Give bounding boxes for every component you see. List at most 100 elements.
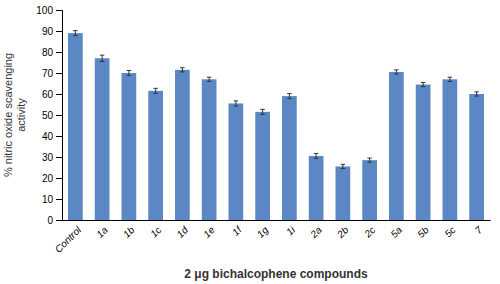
error-cap — [234, 100, 238, 101]
tick: 40 — [42, 131, 62, 142]
tick-label: 20 — [42, 173, 54, 184]
error-bar — [180, 68, 184, 72]
tick: Control — [53, 224, 84, 255]
error-bar — [314, 153, 318, 158]
error-cap — [421, 86, 425, 87]
tick-mark — [56, 136, 62, 137]
error-bar — [207, 77, 211, 81]
error-cap — [207, 77, 211, 78]
tick: 2a — [308, 224, 325, 241]
plot: 0 10 20 30 40 50 60 70 80 90 100 Control 1a 1b 1c 1d 1e 1… — [36, 5, 490, 255]
bar — [148, 91, 163, 220]
tick-label: 2b — [334, 224, 351, 241]
tick: 50 — [42, 110, 62, 121]
chart: 0 10 20 30 40 50 60 70 80 90 100 Control 1a 1b 1c 1d 1e 1… — [0, 0, 500, 284]
tick: 30 — [42, 152, 62, 163]
error-cap — [207, 81, 211, 82]
error-cap — [314, 153, 318, 154]
error-line — [396, 70, 397, 74]
tick-label: Control — [53, 224, 84, 255]
tick-label: 1i — [284, 224, 298, 238]
error-cap — [73, 35, 77, 36]
error-bar — [100, 55, 104, 61]
tick-label: 80 — [42, 47, 54, 58]
axis-line — [63, 220, 491, 221]
error-bar — [287, 94, 291, 99]
tick-mark — [56, 94, 62, 95]
error-cap — [367, 158, 371, 159]
x-axis: Control 1a 1b 1c 1d 1e 1f 1g 1i 2a 2b 2c 5a 5b 5c 7 — [53, 221, 491, 255]
bar — [469, 94, 484, 220]
tick-label: 1c — [148, 224, 163, 239]
tick-label: 1a — [94, 224, 110, 240]
error-line — [449, 77, 450, 81]
error-cap — [341, 164, 345, 165]
error-cap — [367, 162, 371, 163]
tick: 1a — [94, 224, 110, 240]
error-bar — [234, 101, 238, 106]
error-bar — [153, 88, 157, 93]
error-bar — [474, 92, 478, 96]
tick: 1d — [175, 224, 191, 240]
tick-mark — [56, 157, 62, 158]
tick-label: 70 — [42, 68, 54, 79]
error-bar — [394, 70, 398, 74]
error-cap — [287, 98, 291, 99]
tick: 5a — [389, 224, 405, 240]
tick: 2c — [361, 224, 377, 240]
tick-mark — [56, 73, 62, 74]
tick-label: 5a — [389, 224, 405, 240]
tick-label: 7 — [473, 224, 485, 236]
error-cap — [448, 77, 452, 78]
error-cap — [180, 71, 184, 72]
bar — [416, 85, 431, 220]
bar — [255, 112, 270, 220]
error-cap — [260, 114, 264, 115]
y-axis: 0 10 20 30 40 50 60 70 80 90 100 — [36, 5, 62, 226]
error-cap — [474, 91, 478, 92]
error-cap — [100, 61, 104, 62]
error-bar — [260, 109, 264, 114]
bar — [202, 79, 217, 220]
x-axis-title: 2 μg bichalcophene compounds — [184, 267, 368, 281]
tick: 5b — [415, 224, 431, 240]
tick: 1e — [201, 224, 217, 240]
tick-mark — [56, 199, 62, 200]
tick-label: 90 — [42, 26, 54, 37]
tick: 1c — [148, 224, 163, 239]
bar — [389, 72, 404, 220]
tick-label: 60 — [42, 89, 54, 100]
error-cap — [260, 109, 264, 110]
error-line — [128, 70, 129, 75]
error-line — [316, 153, 317, 158]
error-cap — [394, 74, 398, 75]
error-line — [75, 31, 76, 36]
error-bar — [127, 70, 131, 75]
tick-label: 10 — [42, 194, 54, 205]
error-cap — [73, 30, 77, 31]
tick: 1f — [230, 223, 245, 238]
tick: 70 — [42, 68, 62, 79]
tick-label: 1b — [121, 224, 137, 240]
error-cap — [100, 55, 104, 56]
tick-mark — [56, 10, 62, 11]
error-line — [102, 55, 103, 61]
tick-label: 0 — [47, 215, 53, 226]
tick: 2b — [334, 224, 351, 241]
error-bar — [73, 31, 77, 36]
tick: 100 — [36, 5, 62, 16]
error-cap — [394, 69, 398, 70]
error-line — [262, 109, 263, 114]
tick: 90 — [42, 26, 62, 37]
error-cap — [127, 70, 131, 71]
tick: 0 — [47, 215, 62, 226]
error-cap — [180, 67, 184, 68]
tick: 5c — [442, 224, 457, 239]
error-line — [155, 88, 156, 93]
tick-label: 30 — [42, 152, 54, 163]
tick: 60 — [42, 89, 62, 100]
error-line — [423, 82, 424, 86]
tick: 20 — [42, 173, 62, 184]
tick-label: 1g — [255, 224, 271, 240]
tick-mark — [56, 52, 62, 53]
